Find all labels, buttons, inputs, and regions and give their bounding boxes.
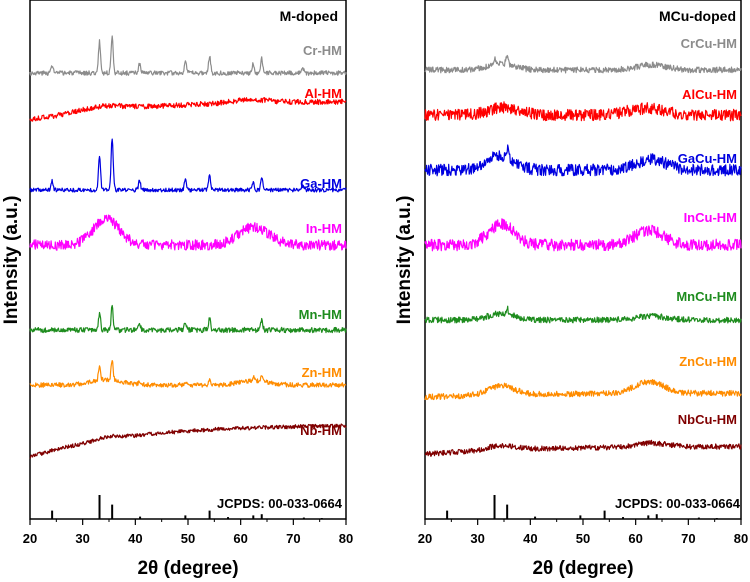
reference-label: JCPDS: 00-033-0664 [615,496,741,511]
series-label: MnCu-HM [676,289,737,304]
x-tick-label: 80 [734,531,748,546]
series-line-incu-hm [424,218,742,252]
series-label: In-HM [306,221,342,236]
series-label: ZnCu-HM [679,354,737,369]
x-tick-label: 70 [286,531,300,546]
panel-m-doped: M-doped 2θ (degree) Intensity (a.u.) JCP… [1,0,353,579]
reference-label: JCPDS: 00-033-0664 [217,496,343,511]
x-tick-label: 40 [523,531,537,546]
x-axis-title: 2θ (degree) [532,558,633,579]
series-label: CrCu-HM [681,36,737,51]
series-line-crcu-hm [424,54,742,74]
x-tick-label: 50 [181,531,195,546]
series-line-ga-hm [29,138,347,193]
series-label: Zn-HM [302,365,342,380]
x-tick-label: 50 [576,531,590,546]
x-tick-label: 70 [681,531,695,546]
series-line-nbcu-hm [424,439,742,457]
series-labels: Cr-HM Al-HM Ga-HM In-HM Mn-HM Zn-HM Nb-HM [299,43,342,438]
series-line-in-hm [29,214,347,251]
series-label: InCu-HM [684,210,737,225]
series-label: Nb-HM [300,423,342,438]
series-label: NbCu-HM [678,412,737,427]
series-line-mn-hm [29,304,347,334]
series-label: Al-HM [304,86,342,101]
x-tick-label: 40 [128,531,142,546]
series-label: Mn-HM [299,307,342,322]
series-group [424,54,742,457]
x-axis: 20 30 40 50 60 70 80 [23,519,353,546]
series-label: GaCu-HM [678,151,737,166]
x-axis-title: 2θ (degree) [137,558,238,579]
x-tick-label: 60 [233,531,247,546]
x-tick-label: 30 [75,531,89,546]
series-line-alcu-hm [424,101,742,122]
x-tick-label: 60 [628,531,642,546]
series-line-nb-hm [29,423,347,459]
x-axis: 20 30 40 50 60 70 80 [418,519,748,546]
series-line-gacu-hm [424,144,742,177]
plot-frame [424,0,742,520]
x-tick-label: 20 [418,531,432,546]
panel-title: MCu-doped [659,8,736,24]
reference-pattern [446,495,718,519]
series-label: Cr-HM [303,43,342,58]
series-label: AlCu-HM [682,87,737,102]
panel-mcu-doped: MCu-doped 2θ (degree) Intensity (a.u.) J… [394,0,748,579]
series-line-zncu-hm [424,379,742,401]
series-line-al-hm [29,97,347,122]
reference-pattern [51,495,323,519]
x-tick-label: 80 [339,531,353,546]
y-axis-title: Intensity (a.u.) [1,196,22,325]
series-line-mncu-hm [424,305,742,324]
series-line-zn-hm [29,360,347,388]
x-tick-label: 20 [23,531,37,546]
plot-frame [29,0,347,520]
series-line-cr-hm [29,35,347,76]
y-axis-title: Intensity (a.u.) [394,196,415,325]
series-group [29,35,347,459]
x-tick-label: 30 [470,531,484,546]
panel-title: M-doped [280,8,338,24]
series-labels: CrCu-HM AlCu-HM GaCu-HM InCu-HM MnCu-HM ZnCu-… [676,36,737,427]
series-label: Ga-HM [300,176,342,191]
